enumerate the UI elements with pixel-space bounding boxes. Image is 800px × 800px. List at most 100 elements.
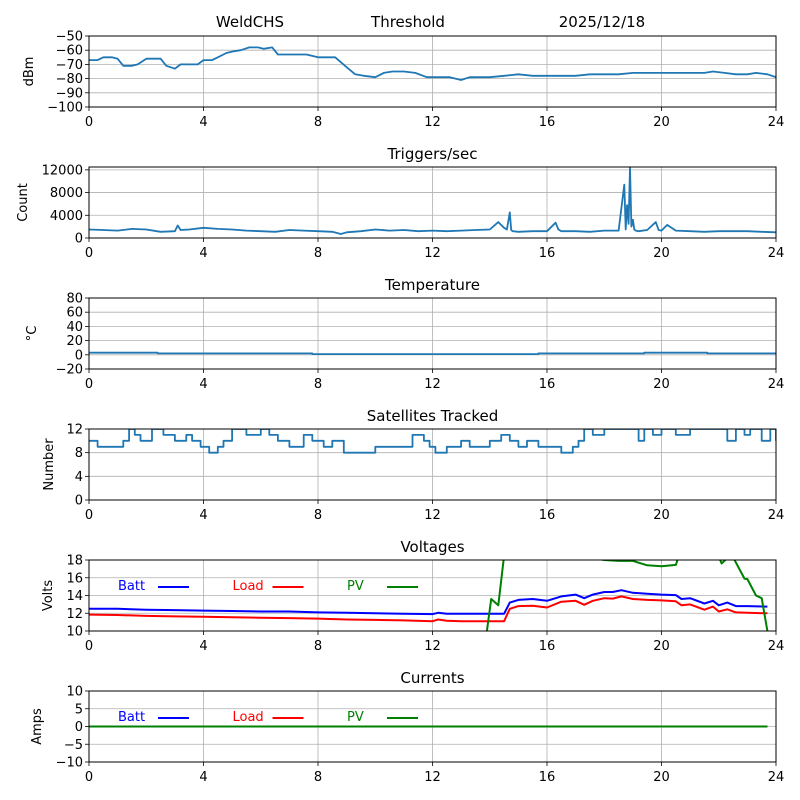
x-tick-label: 4 — [199, 115, 207, 130]
panel-currents: Currents Amps 0 4 8 12 16 20 24 −10 −5 0 5 10 Batt Load… — [30, 669, 784, 785]
x-tick-label: 16 — [539, 377, 556, 392]
y-axis-label: Amps — [30, 708, 45, 745]
x-tick-label: 16 — [539, 246, 556, 261]
header-date: 2025/12/18 — [559, 13, 645, 31]
x-tick-label: 0 — [85, 508, 93, 523]
y-tick-label: 0 — [75, 232, 83, 247]
x-tick-label: 4 — [199, 508, 207, 523]
legend-label-load: Load — [233, 710, 264, 725]
panel-rssi: dBm 0 4 8 12 16 20 24 −100−90−80−70−60−50 — [22, 30, 784, 131]
chart-title: Satellites Tracked — [367, 407, 498, 425]
x-tick-label: 24 — [768, 770, 785, 785]
y-tick-label: 4000 — [50, 209, 83, 224]
x-tick-label: 24 — [768, 377, 785, 392]
axes-frame — [88, 428, 777, 501]
y-tick-label: −70 — [56, 58, 83, 73]
y-tick-label: 8 — [75, 446, 83, 461]
x-tick-label: 0 — [85, 377, 93, 392]
x-tick-label: 16 — [539, 115, 556, 130]
legend-label-pv: PV — [347, 710, 364, 725]
chart-title: Triggers/sec — [387, 145, 478, 163]
header-mode: Threshold — [370, 13, 445, 31]
x-tick-label: 24 — [768, 639, 785, 654]
y-tick-label: 4 — [75, 470, 83, 485]
x-tick-label: 20 — [653, 639, 670, 654]
y-tick-label: −50 — [56, 30, 83, 45]
legend-label-pv: PV — [347, 579, 364, 594]
y-tick-label: −100 — [47, 101, 83, 116]
chart-title: Temperature — [384, 276, 480, 294]
y-tick-label: 40 — [66, 320, 83, 335]
x-tick-label: 12 — [424, 115, 441, 130]
x-tick-label: 4 — [199, 639, 207, 654]
legend-label-batt: Batt — [118, 710, 145, 725]
y-axis-label: °C — [25, 326, 40, 342]
legend-label-load: Load — [233, 579, 264, 594]
panel-satellites: Satellites Tracked Number 0 4 8 12 16 20 24 0 4 8 12 — [42, 407, 784, 523]
y-tick-label: 12 — [66, 423, 83, 438]
y-tick-label: 8000 — [50, 186, 83, 201]
y-tick-label: 10 — [66, 685, 83, 700]
y-tick-label: −90 — [56, 86, 83, 101]
axes-frame — [88, 35, 777, 108]
x-tick-label: 0 — [85, 246, 93, 261]
chart-title: Currents — [400, 669, 464, 687]
legend-label-batt: Batt — [118, 579, 145, 594]
series-line-temp — [89, 351, 776, 356]
axes-frame — [88, 166, 777, 239]
x-tick-label: 8 — [314, 115, 322, 130]
y-tick-label: 20 — [66, 334, 83, 349]
panel-voltages: Voltages Volts 0 4 8 12 16 20 24 10 12 14 16 18 Batt Lo… — [41, 538, 784, 654]
y-tick-label: −5 — [64, 738, 83, 753]
axes-frame — [88, 690, 777, 763]
series-line-batt — [89, 589, 768, 616]
x-tick-label: 12 — [424, 377, 441, 392]
y-tick-label: 0 — [75, 348, 83, 363]
series-line-pv — [485, 560, 769, 631]
y-axis-label: Volts — [41, 580, 56, 612]
series-line-load — [89, 595, 768, 623]
y-axis-label: Count — [16, 183, 31, 222]
x-tick-label: 20 — [653, 508, 670, 523]
header-station: WeldCHS — [216, 13, 284, 31]
x-tick-label: 8 — [314, 377, 322, 392]
y-tick-label: 5 — [75, 702, 83, 717]
y-axis-label: dBm — [22, 57, 37, 87]
x-tick-label: 24 — [768, 115, 785, 130]
x-tick-label: 8 — [314, 246, 322, 261]
x-tick-label: 0 — [85, 115, 93, 130]
y-tick-label: 12000 — [42, 163, 83, 178]
x-tick-label: 24 — [768, 508, 785, 523]
x-tick-label: 4 — [199, 246, 207, 261]
axes-frame — [88, 559, 777, 632]
series-line-rssi — [89, 46, 776, 81]
y-tick-label: −10 — [56, 756, 83, 771]
series-line-sats — [89, 429, 776, 454]
y-tick-label: 80 — [66, 292, 83, 307]
x-tick-label: 20 — [653, 377, 670, 392]
y-tick-label: 60 — [66, 306, 83, 321]
y-tick-label: −60 — [56, 44, 83, 59]
x-tick-label: 16 — [539, 508, 556, 523]
x-tick-label: 24 — [768, 246, 785, 261]
y-tick-label: 16 — [66, 571, 83, 586]
x-tick-label: 12 — [424, 508, 441, 523]
x-tick-label: 8 — [314, 770, 322, 785]
chart-title: Voltages — [400, 538, 464, 556]
y-tick-label: 18 — [66, 554, 83, 569]
y-tick-label: 10 — [66, 625, 83, 640]
x-tick-label: 20 — [653, 246, 670, 261]
x-tick-label: 0 — [85, 770, 93, 785]
x-tick-label: 0 — [85, 639, 93, 654]
y-axis-label: Number — [42, 438, 57, 491]
x-tick-label: 20 — [653, 770, 670, 785]
x-tick-label: 8 — [314, 508, 322, 523]
x-tick-label: 4 — [199, 377, 207, 392]
x-tick-label: 4 — [199, 770, 207, 785]
series-line-triggers — [89, 167, 776, 235]
x-tick-label: 12 — [424, 770, 441, 785]
x-tick-label: 12 — [424, 246, 441, 261]
y-tick-label: 0 — [75, 720, 83, 735]
